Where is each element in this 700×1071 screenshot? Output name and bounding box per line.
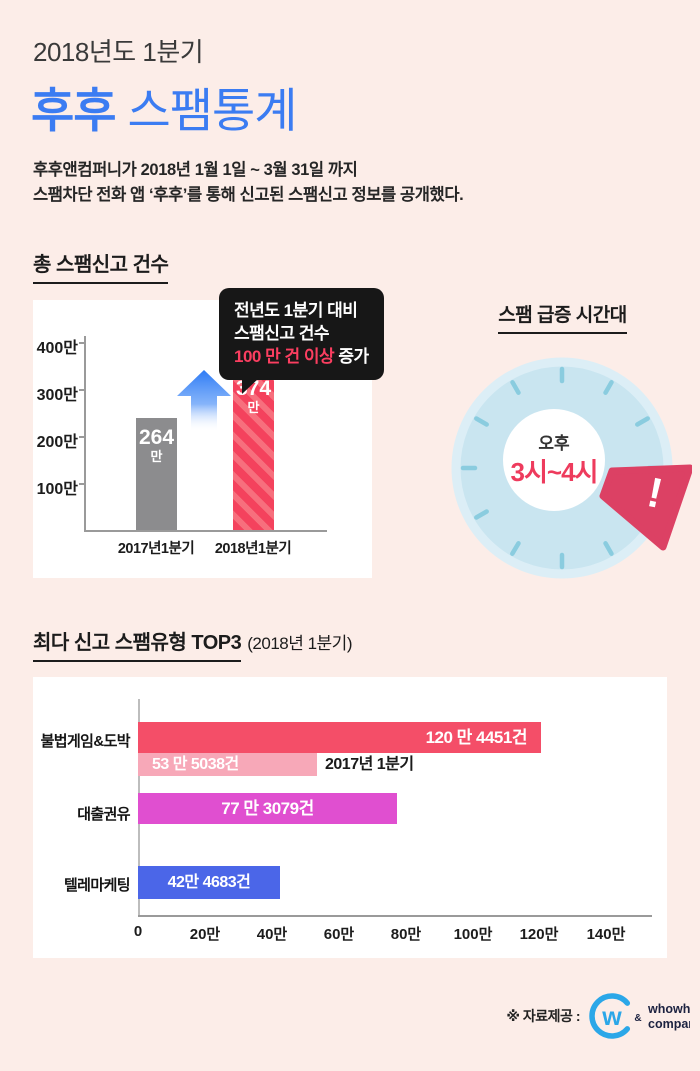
clock-center — [503, 409, 605, 511]
category-loan: 대출권유 — [77, 806, 130, 823]
x-axis — [84, 530, 327, 532]
x-label-2018: 2018년1분기 — [214, 541, 292, 557]
category-telemarketing: 텔레마케팅 — [63, 877, 131, 894]
logo-wordmark-line2: company — [648, 1017, 690, 1031]
bar-2017: 264 만 — [136, 418, 177, 530]
callout-suffix: 증가 — [334, 347, 369, 366]
bar-illegal-gambling-2018: 120 만 4451건 — [138, 722, 541, 753]
y-tickmark — [79, 436, 85, 438]
period-label: 2018년도 1분기 — [33, 37, 204, 67]
category-illegal-gambling: 불법게임&도박 — [40, 733, 131, 750]
page-title-brand: 후후 — [31, 84, 116, 137]
y-tick-200: 200만 — [36, 434, 78, 451]
total-section-title: 총 스팸신고 건수 — [33, 248, 169, 284]
time-section-title: 스팸 급증 시간대 — [480, 300, 645, 334]
y-tickmark — [79, 389, 85, 391]
y-tick-300: 300만 — [36, 387, 78, 404]
label-2017-q1: 2017년 1분기 — [325, 756, 414, 773]
callout-line-3: 100 만 건 이상 증가 — [234, 345, 369, 368]
spam-peak-clock: 오후 3시~4시 ! — [451, 357, 692, 579]
top3-chart-panel: 불법게임&도박 대출권유 텔레마케팅 120 만 4451건 53 만 5038… — [33, 677, 667, 958]
intro-line-1: 후후앤컴퍼니가 2018년 1월 1일 ~ 3월 31일 까지 — [33, 161, 358, 179]
y-tickmark — [79, 483, 85, 485]
credit-label: ※ 자료제공 : — [506, 1008, 580, 1024]
top3-section-title: 최다 신고 스팸유형 TOP3 (2018년 1분기) — [33, 626, 352, 662]
intro-line-2: 스팸차단 전화 앱 ‘후후’를 통해 신고된 스팸신고 정보를 공개했다. — [33, 186, 464, 204]
increase-arrow-icon — [177, 370, 231, 432]
page-title-rest: 스팸통계 — [115, 84, 298, 137]
callout-tail — [242, 378, 259, 394]
x-label-2017: 2017년1분기 — [117, 541, 195, 557]
x-tick-20: 20만 — [189, 926, 221, 943]
x-tick-140: 140만 — [586, 926, 626, 943]
y-axis — [84, 336, 86, 532]
x-axis — [138, 915, 652, 917]
top3-section-subtitle: (2018년 1분기) — [247, 634, 352, 653]
bar-2018-unit: 만 — [247, 400, 260, 415]
bar-loan-2018: 77 만 3079건 — [138, 793, 397, 824]
bar-telemarketing-2018: 42만 4683건 — [138, 866, 280, 899]
logo-ampersand: & — [634, 1013, 641, 1024]
x-tick-40: 40만 — [256, 926, 288, 943]
alert-wedge — [599, 464, 692, 551]
y-tick-100: 100만 — [36, 481, 78, 498]
intro-text: 후후앤컴퍼니가 2018년 1월 1일 ~ 3월 31일 까지 스팸차단 전화 … — [33, 158, 464, 208]
bar-2017-value: 264 — [138, 426, 175, 449]
clock-period-label: 오후 — [538, 433, 570, 453]
y-tickmark — [79, 342, 85, 344]
clock-time-label: 3시~4시 — [511, 457, 598, 487]
callout-line-2: 스팸신고 건수 — [234, 324, 330, 343]
callout-highlight: 100 만 건 이상 — [234, 347, 335, 366]
bar-illegal-gambling-2017: 53 만 5038건 — [138, 753, 317, 776]
increase-callout: 전년도 1분기 대비 스팸신고 건수 100 만 건 이상 증가 — [219, 288, 384, 394]
logo-wordmark-line1: whowho — [647, 1002, 690, 1016]
x-tick-100: 100만 — [453, 926, 493, 943]
y-tick-400: 400만 — [36, 340, 78, 357]
whowho-company-logo: w & whowho company — [589, 993, 690, 1039]
x-tick-80: 80만 — [390, 926, 422, 943]
page-title: 후후 스팸통계 — [31, 72, 298, 141]
callout-line-1: 전년도 1분기 대비 — [234, 301, 358, 320]
logo-w-glyph: w — [601, 1003, 622, 1031]
logo-c-arc — [589, 993, 631, 1039]
x-tick-0: 0 — [133, 923, 143, 940]
x-tick-120: 120만 — [519, 926, 559, 943]
bar-2017-unit: 만 — [150, 449, 163, 464]
x-tick-60: 60만 — [323, 926, 355, 943]
